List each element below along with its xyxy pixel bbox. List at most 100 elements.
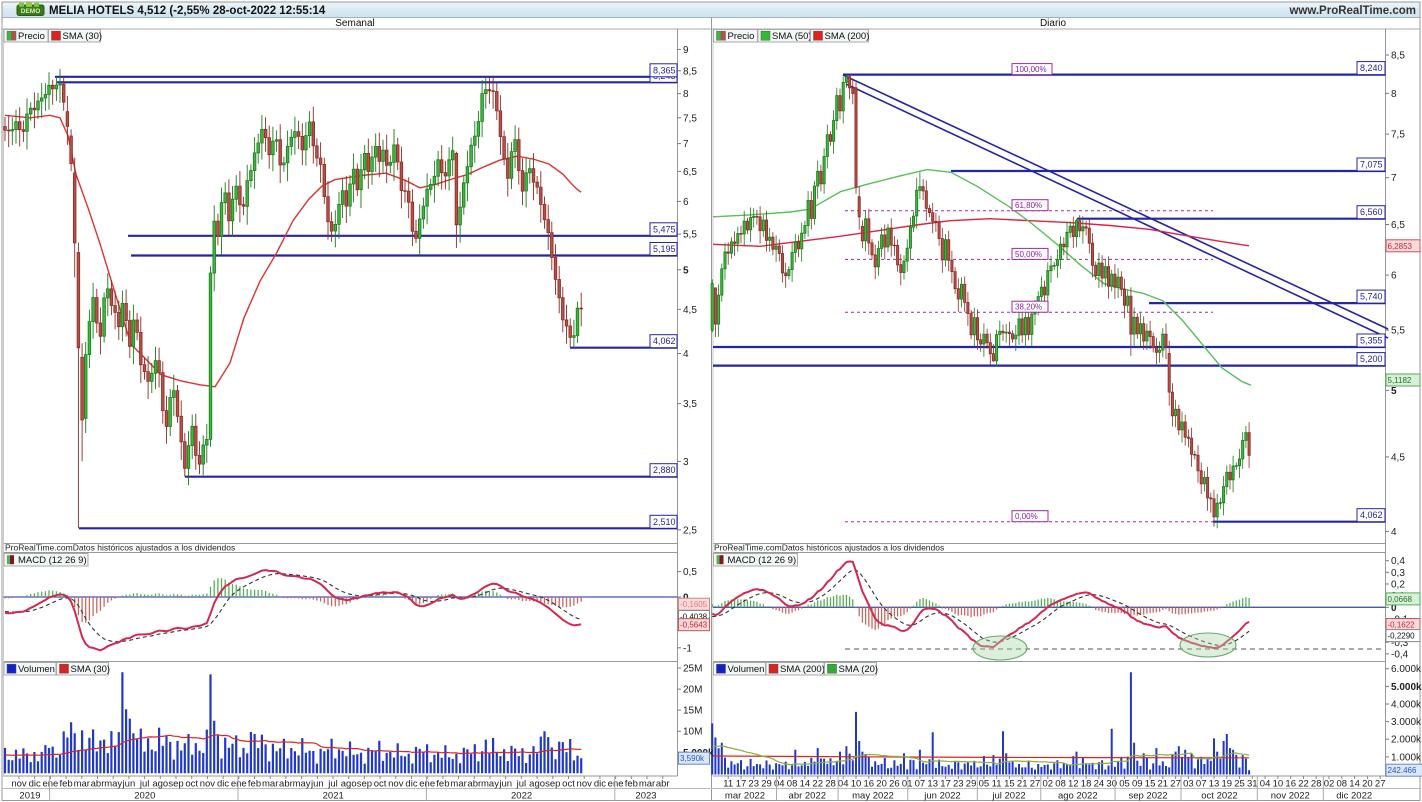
svg-text:13: 13 <box>927 779 938 790</box>
svg-text:mar: mar <box>262 779 278 790</box>
svg-text:0,5: 0,5 <box>683 567 697 578</box>
svg-text:Precio: Precio <box>728 31 755 42</box>
svg-text:4: 4 <box>683 349 689 360</box>
svg-text:dic: dic <box>29 779 41 790</box>
svg-text:dic: dic <box>405 779 417 790</box>
svg-text:mar 2022: mar 2022 <box>725 791 765 802</box>
svg-text:-0,3: -0,3 <box>1391 638 1409 649</box>
svg-text:DEMO: DEMO <box>21 8 41 15</box>
svg-text:jun: jun <box>498 779 512 790</box>
svg-text:4,5: 4,5 <box>1391 452 1405 463</box>
svg-text:2022: 2022 <box>511 791 532 802</box>
svg-text:abr: abr <box>279 779 293 790</box>
svg-text:MELIA HOTELS 4,512 (-2,55% 28-: MELIA HOTELS 4,512 (-2,55% 28-oct-2022 1… <box>49 5 326 17</box>
svg-text:abr 2022: abr 2022 <box>789 791 827 802</box>
svg-text:22: 22 <box>812 779 823 790</box>
svg-text:0,4: 0,4 <box>1391 556 1405 567</box>
svg-text:8: 8 <box>683 89 689 100</box>
svg-text:ago: ago <box>341 779 357 790</box>
svg-text:5: 5 <box>683 265 689 276</box>
svg-text:6,5: 6,5 <box>1391 220 1405 231</box>
svg-text:08: 08 <box>1337 779 1348 790</box>
svg-text:29: 29 <box>966 779 977 790</box>
svg-text:4,062: 4,062 <box>1360 510 1383 520</box>
svg-text:-0,1622: -0,1622 <box>1388 621 1416 630</box>
svg-text:mar: mar <box>639 779 655 790</box>
svg-text:7: 7 <box>1391 173 1397 184</box>
svg-text:sep: sep <box>357 779 372 790</box>
svg-text:14: 14 <box>800 779 811 790</box>
svg-text:09: 09 <box>1132 779 1143 790</box>
svg-text:6,5: 6,5 <box>683 167 697 178</box>
svg-text:jun: jun <box>122 779 136 790</box>
svg-text:0,3: 0,3 <box>1391 568 1405 579</box>
svg-text:8,5: 8,5 <box>683 66 697 77</box>
svg-text:11: 11 <box>723 779 733 790</box>
svg-text:12: 12 <box>1068 779 1079 790</box>
svg-text:2.000k: 2.000k <box>1391 735 1422 746</box>
svg-text:feb: feb <box>436 779 449 790</box>
svg-text:oct: oct <box>374 779 387 790</box>
svg-text:8,5: 8,5 <box>1391 51 1405 62</box>
svg-text:15: 15 <box>1145 779 1156 790</box>
svg-text:2019: 2019 <box>19 791 40 802</box>
svg-text:38,20%: 38,20% <box>1015 303 1042 312</box>
svg-text:17: 17 <box>940 779 951 790</box>
svg-text:1.000k: 1.000k <box>1391 752 1422 763</box>
svg-text:0,0668: 0,0668 <box>1388 595 1413 604</box>
svg-text:SMA (50): SMA (50) <box>772 31 812 42</box>
svg-text:Volumen: Volumen <box>18 664 55 675</box>
svg-text:50,00%: 50,00% <box>1015 250 1042 259</box>
svg-text:oct: oct <box>185 779 198 790</box>
svg-text:SMA (30): SMA (30) <box>63 31 103 42</box>
svg-text:abr: abr <box>91 779 105 790</box>
svg-text:01: 01 <box>902 779 913 790</box>
svg-text:sep 2022: sep 2022 <box>1128 791 1167 802</box>
svg-text:Volumen: Volumen <box>728 664 765 675</box>
svg-text:25: 25 <box>1234 779 1245 790</box>
svg-text:20: 20 <box>1362 779 1373 790</box>
svg-text:jul: jul <box>327 779 338 790</box>
svg-text:28: 28 <box>825 779 836 790</box>
svg-text:jun 2022: jun 2022 <box>923 791 960 802</box>
svg-text:2,880: 2,880 <box>653 465 676 475</box>
svg-text:16: 16 <box>1285 779 1296 790</box>
svg-text:7,5: 7,5 <box>683 113 697 124</box>
svg-text:5,5: 5,5 <box>1391 326 1405 337</box>
svg-text:dic 2022: dic 2022 <box>1336 791 1372 802</box>
svg-text:5: 5 <box>1391 386 1397 397</box>
svg-text:19: 19 <box>1222 779 1233 790</box>
svg-text:ProRealTime.comDatos histórico: ProRealTime.comDatos históricos ajustado… <box>714 543 944 553</box>
svg-text:sep: sep <box>545 779 560 790</box>
svg-text:ene: ene <box>608 779 624 790</box>
svg-text:4,5: 4,5 <box>683 305 697 316</box>
svg-text:21: 21 <box>1017 779 1028 790</box>
svg-text:0: 0 <box>1391 603 1397 614</box>
svg-text:23: 23 <box>953 779 964 790</box>
svg-text:20M: 20M <box>683 685 702 696</box>
svg-text:07: 07 <box>1196 779 1207 790</box>
svg-text:SMA (200): SMA (200) <box>825 31 870 42</box>
svg-text:24: 24 <box>1094 779 1105 790</box>
svg-text:15M: 15M <box>683 706 702 717</box>
svg-text:feb: feb <box>248 779 261 790</box>
svg-text:5,195: 5,195 <box>653 244 676 254</box>
svg-text:25M: 25M <box>683 664 702 675</box>
svg-text:10: 10 <box>851 779 862 790</box>
svg-text:nov: nov <box>200 779 216 790</box>
svg-text:61,80%: 61,80% <box>1015 201 1042 210</box>
svg-text:abr: abr <box>467 779 481 790</box>
svg-text:ene: ene <box>42 779 58 790</box>
svg-text:8,240: 8,240 <box>1360 63 1383 73</box>
svg-text:13: 13 <box>1209 779 1220 790</box>
svg-text:22: 22 <box>1298 779 1309 790</box>
svg-text:mar: mar <box>74 779 90 790</box>
svg-text:15: 15 <box>1004 779 1015 790</box>
svg-text:may: may <box>481 779 499 790</box>
svg-text:www.ProRealTime.com: www.ProRealTime.com <box>1288 5 1416 17</box>
svg-text:7: 7 <box>683 139 689 150</box>
svg-text:17: 17 <box>736 779 747 790</box>
svg-text:21: 21 <box>1158 779 1169 790</box>
svg-text:04: 04 <box>774 779 785 790</box>
svg-text:3,5: 3,5 <box>683 399 697 410</box>
